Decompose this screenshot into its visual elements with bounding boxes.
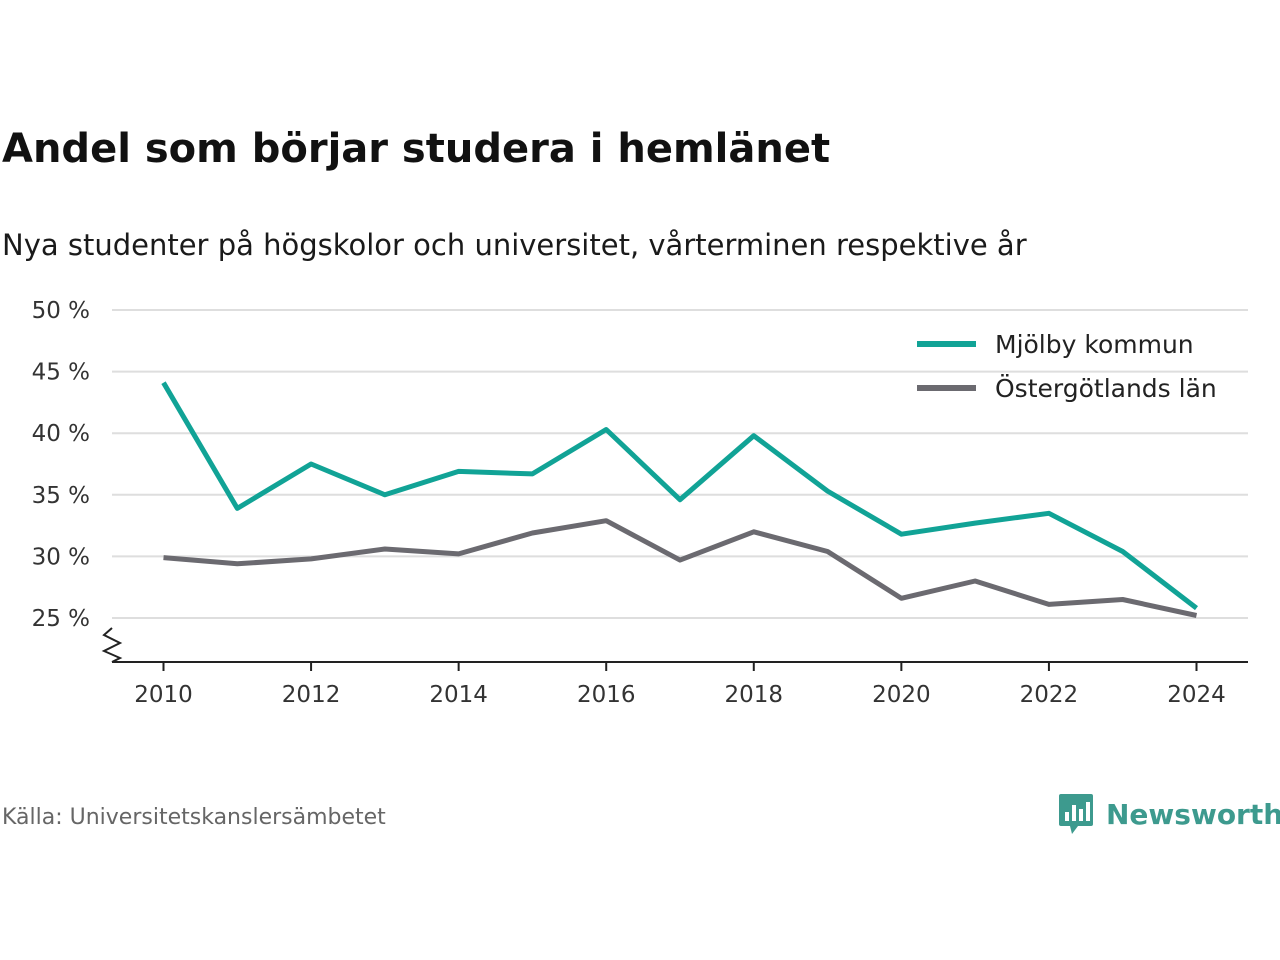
x-tick-label-2014: 2014 bbox=[429, 682, 488, 708]
x-tick-label-2022: 2022 bbox=[1020, 682, 1079, 708]
y-axis-ticks: 25 % 30 % 35 % 40 % 45 % 50 % bbox=[32, 298, 90, 632]
series-lines bbox=[161, 381, 1199, 618]
x-tick-label-2024: 2024 bbox=[1167, 682, 1226, 708]
legend-label-0: Mjölby kommun bbox=[995, 330, 1194, 359]
y-axis-break bbox=[101, 627, 123, 663]
legend-label-1: Östergötlands län bbox=[995, 374, 1217, 403]
y-tick-label-30: 30 % bbox=[32, 544, 90, 570]
brand-name: Newsworthy bbox=[1106, 797, 1280, 831]
legend: Mjölby kommun Östergötlands län bbox=[917, 330, 1217, 403]
x-tick-label-2018: 2018 bbox=[725, 682, 784, 708]
y-tick-label-45: 45 % bbox=[32, 360, 90, 386]
y-tick-label-25: 25 % bbox=[32, 606, 90, 632]
x-tick-label-2016: 2016 bbox=[577, 682, 636, 708]
series-line-0 bbox=[161, 381, 1199, 611]
x-tick-label-2020: 2020 bbox=[872, 682, 931, 708]
brand-logo: Newsworthy bbox=[1058, 792, 1280, 836]
chart-title: Andel som börjar studera i hemlänet bbox=[2, 126, 831, 172]
y-tick-label-50: 50 % bbox=[32, 298, 90, 324]
x-tick-label-2010: 2010 bbox=[134, 682, 193, 708]
gridlines bbox=[112, 309, 1248, 619]
chart-subtitle: Nya studenter på högskolor och universit… bbox=[2, 228, 1027, 262]
x-tick-label-2012: 2012 bbox=[282, 682, 341, 708]
series-line-1 bbox=[163, 518, 1198, 618]
source-note: Källa: Universitetskanslersämbetet bbox=[2, 805, 386, 830]
newsworthy-logo-icon bbox=[1059, 794, 1093, 834]
line-chart: 25 %30 %35 %40 %45 %50 % 2010 2012 2014 201… bbox=[32, 298, 1248, 708]
y-tick-label-35: 35 % bbox=[32, 483, 90, 509]
x-axis: 2010 2012 2014 2016 2018 2020 2022 2024 bbox=[101, 627, 1248, 708]
y-tick-label-40: 40 % bbox=[32, 421, 90, 447]
